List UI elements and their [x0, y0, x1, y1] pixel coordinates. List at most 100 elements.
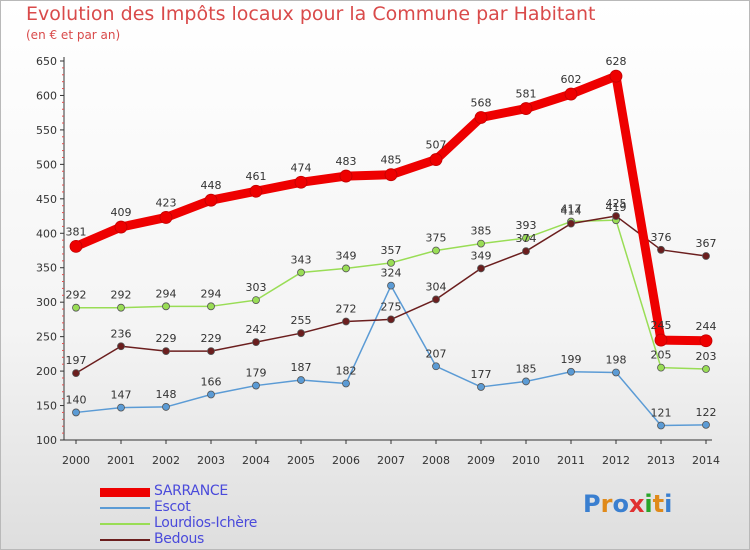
data-label: 448 — [201, 179, 222, 192]
data-label: 245 — [651, 319, 672, 332]
data-point — [657, 421, 665, 430]
data-point — [567, 219, 575, 228]
data-point — [432, 246, 440, 255]
data-label: 349 — [336, 249, 357, 262]
data-label: 292 — [111, 289, 132, 302]
data-point — [69, 239, 83, 253]
x-tick-label: 2004 — [242, 454, 270, 467]
data-point — [72, 369, 80, 378]
x-tick-label: 2009 — [467, 454, 495, 467]
data-label: 199 — [561, 353, 582, 366]
data-label: 417 — [561, 203, 582, 216]
data-point — [702, 420, 710, 429]
data-label: 375 — [426, 232, 447, 245]
data-point — [522, 234, 530, 242]
legend-label: Bedous — [154, 531, 205, 547]
y-tick-label: 300 — [36, 296, 57, 309]
data-label: 294 — [201, 287, 222, 300]
data-point — [117, 342, 125, 351]
y-tick-label: 100 — [36, 434, 57, 447]
data-point — [114, 220, 128, 234]
line-chart: 100 150 200 250 300 350 400 450 500 550 600 650 2000… — [36, 55, 720, 467]
data-point — [159, 211, 173, 224]
x-tick-label: 2001 — [107, 454, 135, 467]
x-tick-label: 2000 — [62, 454, 90, 467]
data-point — [387, 315, 395, 324]
x-tick-label: 2014 — [692, 454, 720, 467]
data-point — [342, 379, 350, 388]
data-label: 255 — [291, 314, 312, 327]
data-point — [72, 303, 80, 312]
chart-title: Evolution des Impôts locaux pour la Comm… — [26, 3, 596, 25]
data-label: 409 — [111, 206, 132, 219]
data-label: 275 — [381, 300, 402, 313]
data-point — [252, 338, 260, 347]
data-point — [522, 377, 530, 386]
data-label: 485 — [381, 154, 402, 167]
data-label: 121 — [651, 407, 672, 420]
data-label: 140 — [66, 393, 87, 406]
data-label: 148 — [156, 388, 177, 401]
legend-label: SARRANCE — [154, 483, 228, 499]
legend-swatch — [100, 523, 150, 525]
x-tick-label: 2007 — [377, 454, 405, 467]
data-point — [612, 368, 620, 377]
legend-label: Lourdios-Ichère — [154, 515, 258, 531]
data-label: 182 — [336, 364, 357, 377]
y-tick-label: 350 — [36, 262, 57, 275]
data-label: 236 — [111, 327, 132, 340]
data-point — [429, 153, 443, 166]
data-point — [72, 408, 80, 417]
data-label: 166 — [201, 376, 222, 389]
y-tick-label: 150 — [36, 400, 57, 413]
data-point — [477, 264, 485, 273]
y-tick-label: 600 — [36, 89, 57, 102]
data-point — [342, 264, 350, 273]
data-label: 419 — [606, 201, 627, 214]
data-point — [252, 296, 260, 305]
data-label: 385 — [471, 225, 492, 238]
data-point — [252, 381, 260, 390]
data-point — [387, 281, 395, 290]
data-point — [342, 317, 350, 326]
data-point — [702, 365, 710, 373]
data-label: 423 — [156, 196, 177, 209]
data-label: 507 — [426, 139, 447, 152]
data-label: 568 — [471, 97, 492, 110]
data-label: 581 — [516, 88, 537, 101]
x-tick-label: 2002 — [152, 454, 180, 467]
data-label: 207 — [426, 347, 447, 360]
data-point — [384, 168, 398, 182]
data-label: 483 — [336, 155, 357, 168]
data-label: 229 — [156, 332, 177, 345]
data-label: 292 — [66, 289, 87, 302]
data-point — [294, 175, 308, 189]
data-point — [702, 252, 710, 260]
data-point — [387, 259, 395, 267]
y-tick-label: 250 — [36, 331, 57, 344]
data-point — [477, 239, 485, 248]
data-point — [297, 376, 305, 384]
data-label: 177 — [471, 368, 492, 381]
data-label: 122 — [696, 406, 717, 419]
data-label: 294 — [156, 287, 177, 300]
data-point — [654, 333, 668, 347]
data-label: 229 — [201, 332, 222, 345]
data-label: 414 — [561, 205, 582, 218]
data-label: 628 — [606, 55, 627, 68]
data-point — [699, 334, 713, 348]
data-point — [297, 329, 305, 338]
legend-label: Escot — [154, 499, 191, 515]
y-tick-label: 450 — [36, 193, 57, 206]
data-label: 367 — [696, 237, 717, 250]
data-label: 205 — [651, 349, 672, 362]
data-label: 203 — [696, 350, 717, 363]
data-label: 244 — [696, 320, 717, 333]
legend-swatch — [100, 507, 150, 509]
data-label: 349 — [471, 249, 492, 262]
data-point — [609, 69, 623, 83]
proxiti-logo: Proxiti — [583, 490, 673, 518]
x-tick-label: 2010 — [512, 454, 540, 467]
data-point — [117, 303, 125, 312]
